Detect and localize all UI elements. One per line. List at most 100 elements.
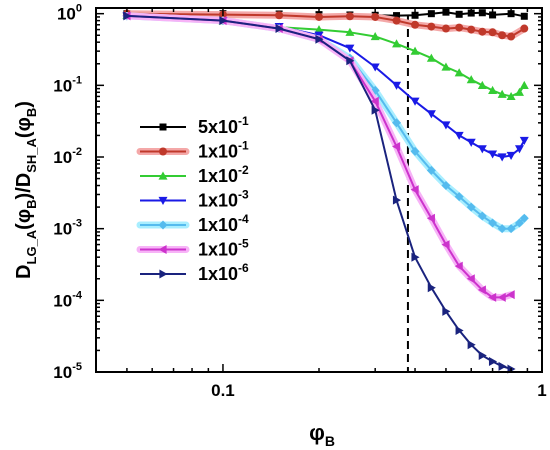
data-point xyxy=(455,10,463,18)
data-point xyxy=(454,261,463,271)
data-point xyxy=(426,110,436,119)
y-label-sub-4: B xyxy=(24,108,39,117)
data-point xyxy=(427,10,435,18)
y-tick-exponent: -1 xyxy=(72,74,82,86)
data-point xyxy=(466,75,476,84)
legend-entry-3: 1x10-2 xyxy=(140,163,249,186)
legend-entry-7: 1x10-6 xyxy=(140,261,249,284)
legend-marker xyxy=(158,245,167,254)
legend-marker xyxy=(159,147,167,156)
data-point xyxy=(315,34,324,44)
x-tick-label: 0.1 xyxy=(211,381,235,400)
series-7 xyxy=(123,11,516,374)
series-6 xyxy=(122,11,515,302)
legend-entry-4: 1x10-3 xyxy=(140,188,249,211)
data-point xyxy=(314,25,324,34)
y-label-part-2: (φ xyxy=(13,209,35,230)
data-point xyxy=(411,20,420,29)
data-point xyxy=(410,146,420,156)
series-line xyxy=(126,14,526,158)
data-point xyxy=(466,138,476,147)
data-point xyxy=(441,121,451,130)
legend-exponent: -2 xyxy=(238,163,249,177)
data-point xyxy=(123,11,132,21)
data-point xyxy=(370,63,380,72)
data-point xyxy=(507,32,516,41)
data-point xyxy=(497,89,507,98)
data-point xyxy=(410,97,420,106)
series-4 xyxy=(122,12,529,162)
data-point xyxy=(426,165,436,175)
legend-label: 1x10-3 xyxy=(198,188,249,211)
legend-label: 1x10-2 xyxy=(198,163,249,186)
data-point xyxy=(478,9,486,17)
data-point xyxy=(467,340,476,350)
data-point xyxy=(411,252,420,262)
series-2 xyxy=(122,9,529,41)
data-point xyxy=(488,357,498,367)
y-tick-mantissa: 10 xyxy=(53,76,72,95)
data-point xyxy=(477,285,486,295)
data-point xyxy=(466,274,475,284)
data-point xyxy=(454,131,464,140)
data-point xyxy=(506,224,516,234)
series-layer xyxy=(122,8,529,374)
y-label-part-3: )/D xyxy=(13,173,35,200)
data-point xyxy=(478,27,487,36)
data-point xyxy=(467,9,475,17)
data-point xyxy=(427,283,436,293)
y-tick-label: 10-5 xyxy=(53,361,82,382)
data-point xyxy=(477,211,487,221)
data-point xyxy=(392,39,402,48)
data-point xyxy=(488,292,497,302)
data-point xyxy=(466,202,476,212)
data-point xyxy=(219,16,228,26)
data-point xyxy=(371,12,380,21)
data-point xyxy=(497,153,507,162)
data-point xyxy=(507,10,515,18)
legend-mantissa: 1x10 xyxy=(198,191,238,211)
data-point xyxy=(392,118,402,128)
y-label-sub-1: LG_A xyxy=(24,229,39,264)
legend-entry-6: 1x10-5 xyxy=(136,237,249,260)
data-point xyxy=(455,23,464,32)
y-tick-label: 10-2 xyxy=(53,146,82,167)
legend-mantissa: 1x10 xyxy=(198,215,238,235)
data-point xyxy=(498,31,507,40)
y-label-sub-3: SH_A xyxy=(24,137,39,172)
legend-mantissa: 1x10 xyxy=(198,264,238,284)
y-tick-label: 100 xyxy=(57,3,82,24)
y-label-part-1: D xyxy=(13,264,35,278)
x-axis-label: φB xyxy=(309,420,335,449)
legend-marker xyxy=(159,123,167,131)
data-point xyxy=(519,80,529,89)
legend-label: 1x10-5 xyxy=(198,237,249,260)
data-point xyxy=(506,151,516,160)
y-tick-mantissa: 10 xyxy=(53,291,72,310)
legend-mantissa: 1x10 xyxy=(198,142,238,162)
data-point xyxy=(497,224,507,234)
data-point xyxy=(345,12,354,21)
legend-exponent: -3 xyxy=(238,188,249,202)
legend-entry-1: 5x10-1 xyxy=(140,114,249,137)
data-point xyxy=(506,290,515,300)
series-line xyxy=(126,14,512,299)
legend-entry-2: 1x10-1 xyxy=(136,139,249,162)
data-point xyxy=(410,185,419,195)
legend-exponent: -5 xyxy=(238,237,249,251)
data-point xyxy=(497,292,506,302)
data-point xyxy=(441,181,451,191)
data-point xyxy=(427,22,436,31)
data-point xyxy=(315,12,323,21)
x-axis-label-sub: B xyxy=(325,433,335,449)
data-point xyxy=(392,195,402,205)
data-point xyxy=(441,24,450,33)
data-point xyxy=(441,240,450,250)
data-point xyxy=(514,87,524,96)
x-axis: 0.1 1 xyxy=(95,8,547,400)
data-point xyxy=(506,91,516,101)
data-point xyxy=(520,12,528,20)
legend-entry-5: 1x10-4 xyxy=(136,212,249,235)
